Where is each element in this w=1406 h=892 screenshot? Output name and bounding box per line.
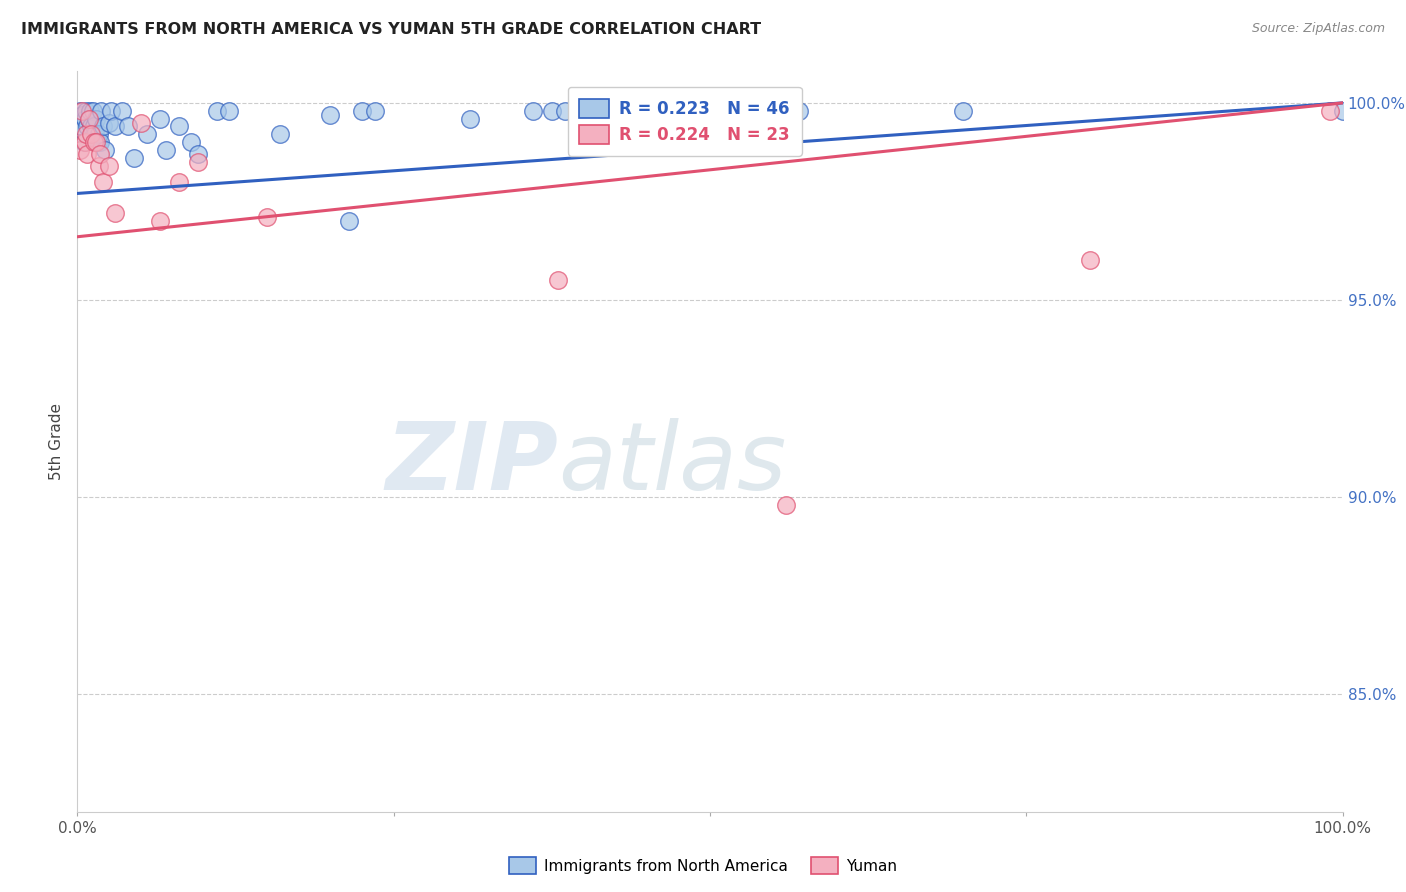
Point	[89, 147, 111, 161]
Point	[952, 103, 974, 118]
Point	[98, 115, 120, 129]
Point	[187, 147, 209, 161]
Text: ZIP: ZIP	[385, 417, 558, 509]
Point	[269, 128, 291, 142]
Point	[75, 103, 97, 118]
Point	[73, 135, 96, 149]
Point	[1319, 103, 1341, 118]
Point	[124, 151, 146, 165]
Point	[75, 128, 97, 142]
Point	[364, 103, 387, 118]
Point	[86, 112, 108, 126]
Point	[72, 103, 94, 118]
Point	[69, 103, 91, 118]
Point	[72, 108, 94, 122]
Point	[82, 103, 104, 118]
Point	[84, 128, 107, 142]
Point	[111, 103, 132, 118]
Point	[541, 103, 564, 118]
Point	[547, 273, 569, 287]
Point	[458, 112, 481, 126]
Point	[149, 214, 172, 228]
Point	[1078, 253, 1101, 268]
Point	[339, 214, 361, 228]
Point	[91, 175, 114, 189]
Point	[76, 147, 98, 161]
Point	[129, 115, 152, 129]
Point	[149, 112, 172, 126]
Point	[73, 135, 96, 149]
Point	[256, 210, 278, 224]
Legend: Immigrants from North America, Yuman: Immigrants from North America, Yuman	[503, 851, 903, 880]
Point	[90, 103, 112, 118]
Point	[76, 120, 98, 134]
Point	[87, 159, 110, 173]
Point	[1331, 103, 1354, 118]
Text: IMMIGRANTS FROM NORTH AMERICA VS YUMAN 5TH GRADE CORRELATION CHART: IMMIGRANTS FROM NORTH AMERICA VS YUMAN 5…	[21, 22, 761, 37]
Point	[86, 135, 108, 149]
Point	[69, 143, 91, 157]
Point	[180, 135, 202, 149]
Y-axis label: 5th Grade: 5th Grade	[49, 403, 65, 480]
Point	[83, 120, 105, 134]
Point	[319, 108, 342, 122]
Text: atlas: atlas	[558, 418, 786, 509]
Point	[218, 103, 240, 118]
Point	[94, 143, 117, 157]
Text: Source: ZipAtlas.com: Source: ZipAtlas.com	[1251, 22, 1385, 36]
Point	[80, 120, 103, 134]
Point	[554, 103, 576, 118]
Point	[79, 103, 101, 118]
Point	[205, 103, 228, 118]
Point	[70, 120, 93, 134]
Point	[83, 135, 105, 149]
Point	[787, 103, 810, 118]
Point	[80, 128, 103, 142]
Point	[136, 128, 159, 142]
Point	[100, 103, 122, 118]
Point	[775, 498, 797, 512]
Point	[77, 112, 100, 126]
Legend: R = 0.223   N = 46, R = 0.224   N = 23: R = 0.223 N = 46, R = 0.224 N = 23	[568, 87, 801, 155]
Point	[98, 159, 120, 173]
Point	[167, 120, 190, 134]
Point	[86, 135, 108, 149]
Point	[89, 135, 111, 149]
Point	[167, 175, 190, 189]
Point	[87, 128, 110, 142]
Point	[117, 120, 139, 134]
Point	[91, 120, 114, 134]
Point	[73, 112, 96, 126]
Point	[522, 103, 544, 118]
Point	[104, 206, 127, 220]
Point	[155, 143, 177, 157]
Point	[104, 120, 127, 134]
Point	[352, 103, 374, 118]
Point	[187, 155, 209, 169]
Point	[77, 112, 100, 126]
